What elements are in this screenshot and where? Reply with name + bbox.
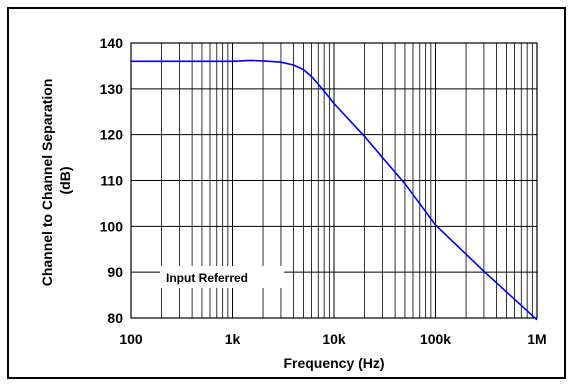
y-tick-label: 120 bbox=[100, 127, 124, 143]
annotation: Input Referred bbox=[160, 266, 284, 288]
y-tick-label: 140 bbox=[100, 35, 124, 51]
annotation-label: Input Referred bbox=[166, 271, 248, 285]
x-tick-label: 100k bbox=[420, 331, 451, 347]
x-tick-label: 100 bbox=[119, 331, 143, 347]
y-tick-label: 80 bbox=[107, 310, 123, 326]
plot-border bbox=[130, 42, 538, 319]
x-tick-label: 1M bbox=[527, 331, 546, 347]
y-tick-labels: 80 90 100 110 120 130 140 bbox=[100, 35, 124, 326]
chart-frame bbox=[7, 7, 566, 379]
x-axis-title: Frequency (Hz) bbox=[283, 355, 384, 371]
y-axis-title-line-1: Channel to Channel Separation bbox=[39, 79, 55, 287]
x-tick-label: 10k bbox=[322, 331, 346, 347]
y-axis-title-line-2: (dB) bbox=[57, 167, 73, 195]
y-tick-label: 90 bbox=[107, 264, 123, 280]
y-tick-label: 100 bbox=[100, 218, 124, 234]
y-tick-label: 110 bbox=[100, 173, 123, 189]
x-tick-labels: 100 1k 10k 100k 1M bbox=[119, 331, 546, 347]
series-line bbox=[131, 59, 538, 321]
annotation-background bbox=[160, 266, 284, 288]
y-axis-title: Channel to Channel Separation (dB) bbox=[39, 75, 73, 287]
y-tick-label: 130 bbox=[100, 81, 124, 97]
x-tick-label: 1k bbox=[225, 331, 241, 347]
